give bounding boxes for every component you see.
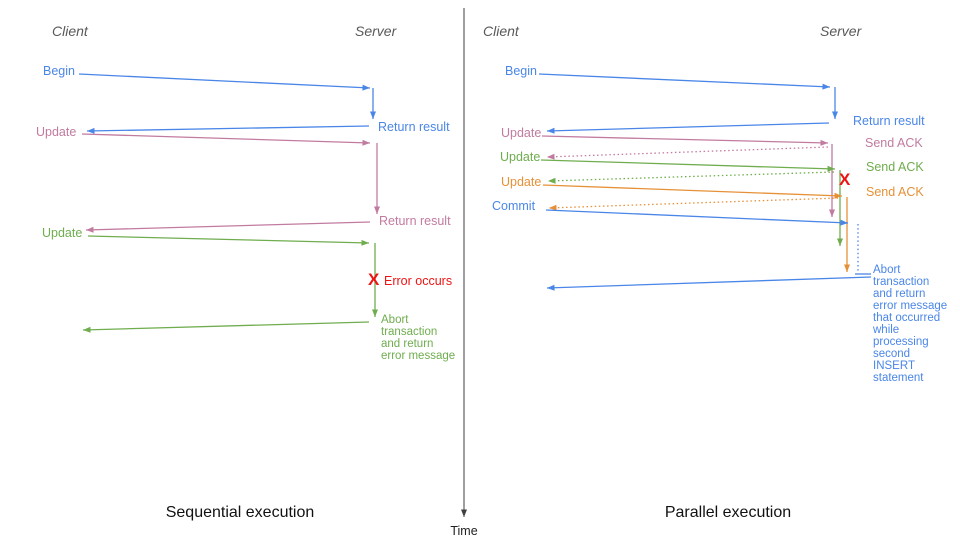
par-begin-request-arrowhead — [822, 83, 830, 90]
par-commit-request-arrowhead — [840, 219, 848, 226]
seq-update-2-request — [87, 235, 370, 244]
seq-begin-process-arrowhead — [370, 111, 376, 119]
par-begin-process-arrowhead — [832, 111, 838, 119]
par-return-1-arrowhead — [547, 127, 555, 134]
time-axis-arrowhead — [461, 509, 467, 517]
seq-return-2-arrowhead — [86, 226, 94, 233]
seq-begin-request — [78, 73, 371, 89]
par-update-3-process-arrowhead — [844, 264, 850, 272]
par-return-1 — [546, 122, 830, 132]
par-update-1-request — [541, 135, 829, 144]
par-update-3-request-arrowhead — [834, 192, 842, 199]
par-abort-return — [546, 276, 872, 289]
par-commit-request — [545, 209, 849, 224]
seq-begin-request-arrowhead — [362, 84, 370, 91]
par-begin-request — [538, 73, 831, 88]
par-abort-return-arrowhead — [547, 284, 555, 291]
seq-abort-return-arrowhead — [83, 326, 91, 333]
par-update-3-request — [542, 184, 843, 197]
par-update-2-process-arrowhead — [837, 238, 843, 246]
par-ack-2-dotted — [547, 171, 835, 182]
par-ack-3-dotted-arrowhead — [549, 204, 557, 211]
seq-update-1-process-arrowhead — [374, 206, 380, 214]
par-update-2-request — [540, 159, 836, 170]
seq-return-1-arrowhead — [87, 127, 95, 134]
seq-update-2-request-arrowhead — [361, 239, 369, 246]
seq-update-1-request — [81, 133, 371, 144]
seq-update-2-process-arrowhead — [372, 309, 378, 317]
par-ack-1-dotted-arrowhead — [547, 153, 555, 160]
par-ack-2-dotted-arrowhead — [548, 177, 556, 184]
par-update-1-process-arrowhead — [829, 209, 835, 217]
par-ack-1-dotted — [546, 146, 829, 158]
seq-return-2 — [85, 221, 371, 231]
seq-return-1 — [86, 125, 370, 132]
seq-abort-return — [82, 321, 370, 331]
par-update-2-request-arrowhead — [827, 165, 835, 172]
par-update-1-request-arrowhead — [820, 139, 828, 146]
par-ack-3-dotted — [548, 197, 839, 209]
seq-update-1-request-arrowhead — [362, 139, 370, 146]
